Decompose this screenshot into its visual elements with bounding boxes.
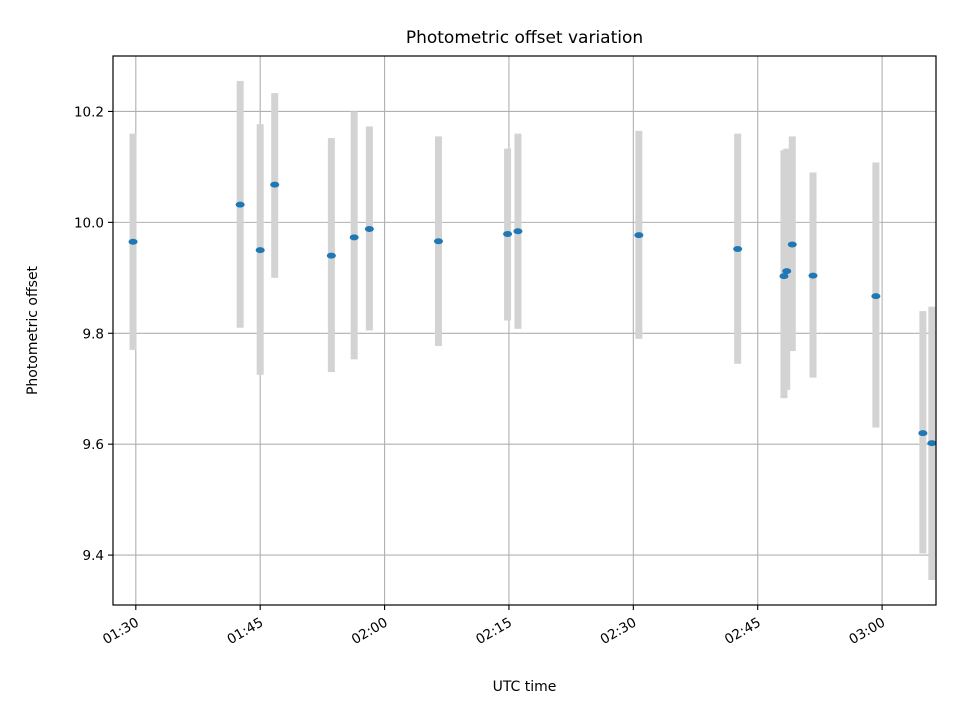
data-point <box>733 245 743 252</box>
data-point <box>349 234 359 241</box>
y-axis-ticks: 9.4 9.6 9.8 10.0 10.2 <box>74 104 113 564</box>
data-point <box>513 228 523 235</box>
y-tick-label: 10.0 <box>74 215 104 231</box>
y-tick-label: 10.2 <box>74 104 104 120</box>
data-point <box>782 268 792 275</box>
data-point <box>270 181 280 188</box>
data-point <box>871 293 881 300</box>
data-point <box>255 247 265 254</box>
data-point <box>364 226 374 233</box>
y-tick-label: 9.6 <box>83 437 104 453</box>
data-point <box>326 252 336 259</box>
data-point <box>128 238 138 245</box>
chart-title: Photometric offset variation <box>406 28 643 48</box>
y-tick-label: 9.4 <box>83 548 104 564</box>
data-point <box>433 238 443 245</box>
data-point <box>918 430 928 437</box>
data-point <box>503 231 513 238</box>
data-point <box>787 241 797 248</box>
plot-frame <box>112 55 937 606</box>
y-axis-label: Photometric offset <box>25 265 41 395</box>
y-tick-label: 9.8 <box>83 326 104 342</box>
x-axis-label: UTC time <box>493 679 557 695</box>
data-point <box>634 232 644 239</box>
data-point <box>808 272 818 279</box>
data-point <box>235 201 245 208</box>
data-point <box>927 440 937 447</box>
data-point <box>779 273 789 280</box>
data-points <box>128 181 937 447</box>
